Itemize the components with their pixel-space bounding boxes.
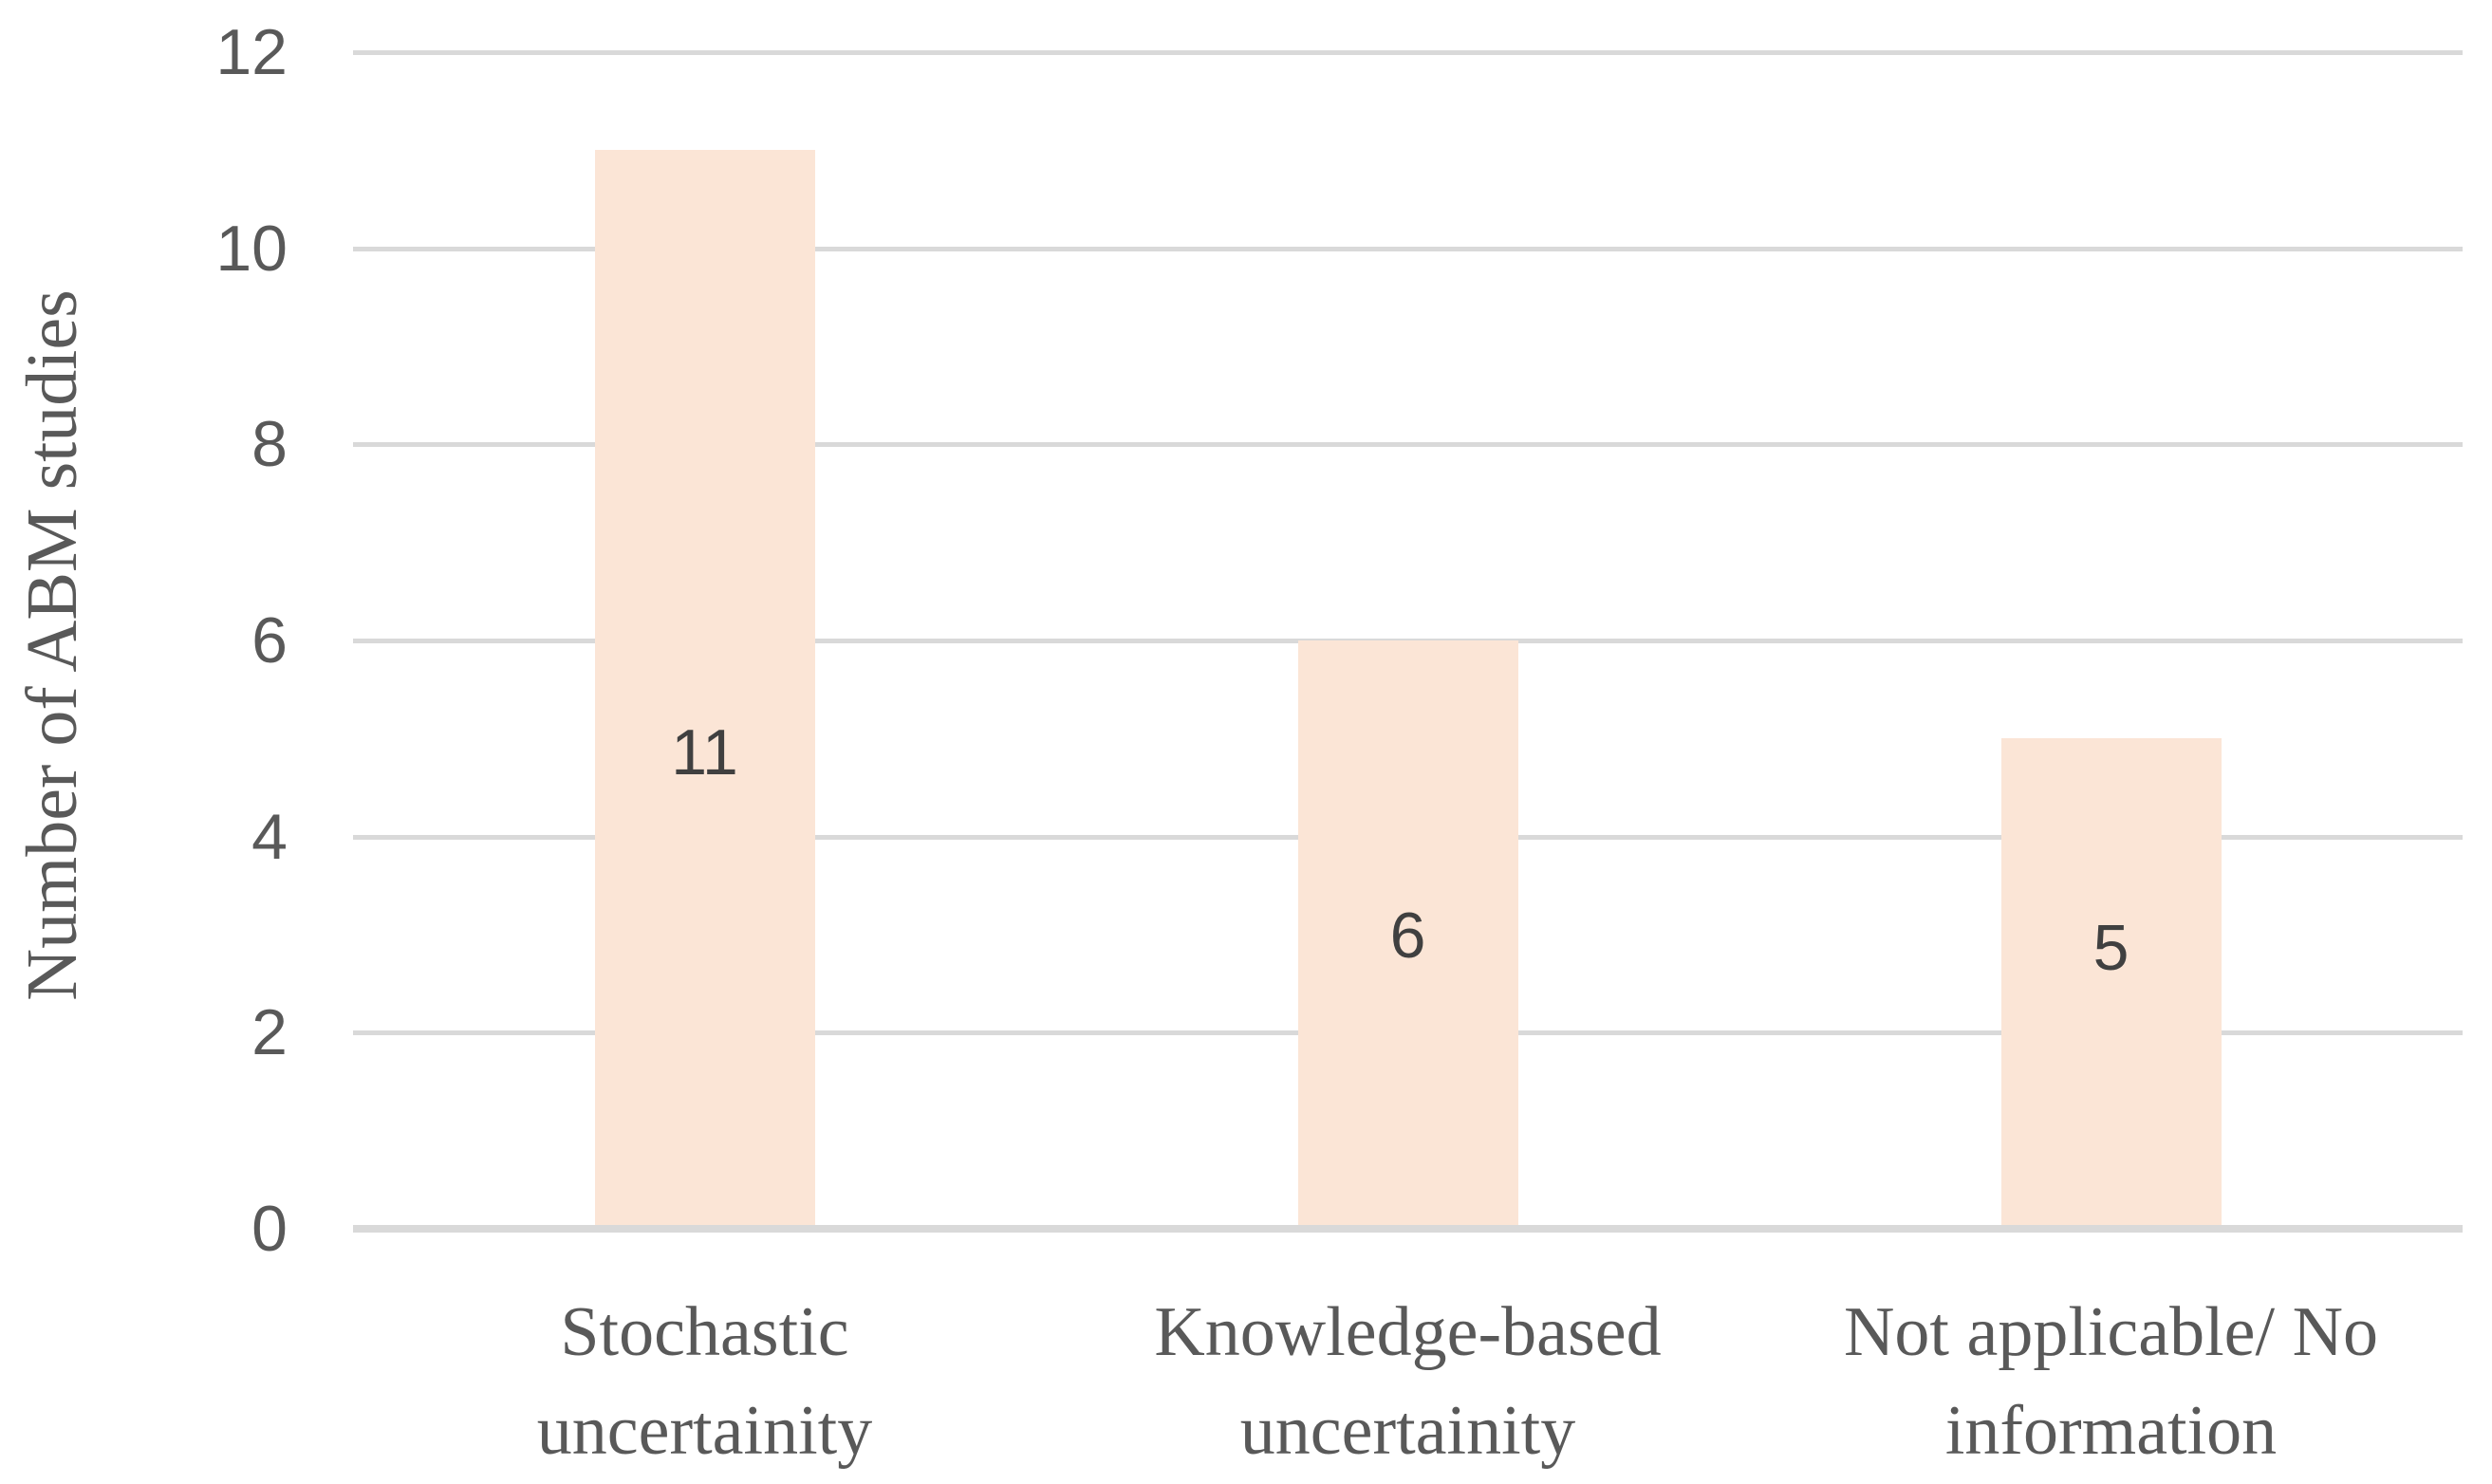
gridline (353, 50, 2463, 55)
bar (594, 150, 815, 1225)
y-axis-tick-label: 12 (215, 16, 288, 88)
bar-data-label: 6 (1389, 900, 1426, 972)
y-axis-tick-label: 6 (251, 604, 288, 677)
bar-data-label: 5 (2092, 912, 2129, 985)
bar (1297, 640, 1518, 1225)
bar-data-label: 11 (671, 716, 738, 789)
x-axis-line (353, 1225, 2463, 1233)
y-axis-tick-label: 8 (251, 408, 288, 481)
x-axis-category-label-line: Stochastic (560, 1293, 849, 1371)
x-axis-category-label-line: uncertainity (1239, 1392, 1576, 1470)
x-axis-category-label-line: Not applicable/ No (1843, 1293, 2379, 1371)
x-axis-category-label: Stochastic uncertainity (353, 1283, 1056, 1480)
gridline (353, 442, 2463, 448)
y-axis-tick-label: 0 (251, 1193, 288, 1265)
x-axis-category-label-line: Knowledge-based (1154, 1293, 1662, 1371)
gridline (353, 246, 2463, 251)
y-axis-tick-label: 2 (251, 996, 288, 1069)
x-axis-category-label: Not applicable/ No information (1759, 1283, 2463, 1480)
y-axis-tick-label: 10 (215, 212, 288, 285)
x-axis-category-label: Knowledge-based uncertainity (1056, 1283, 1759, 1480)
x-axis-category-label-line: information (1944, 1392, 2278, 1470)
y-axis-tick-label: 4 (251, 800, 288, 873)
bar (2000, 738, 2222, 1225)
x-axis-category-label-line: uncertainity (536, 1392, 873, 1470)
